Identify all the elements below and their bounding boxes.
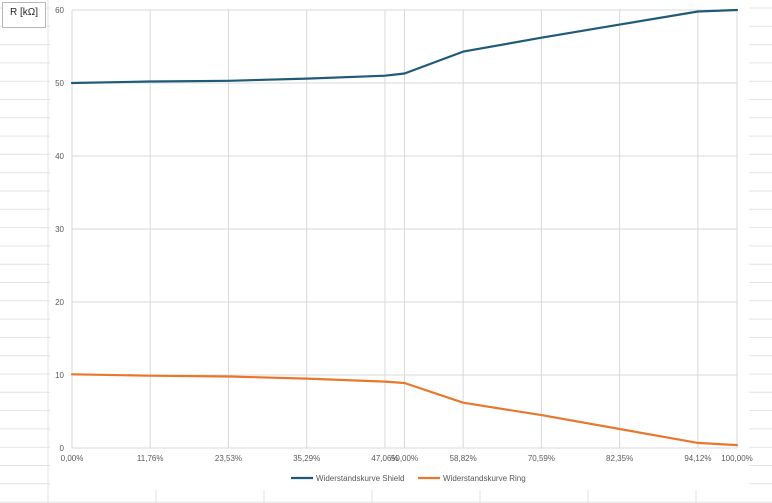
y-tick-label: 0: [60, 444, 65, 453]
unit-label: R [kΩ]: [10, 7, 39, 18]
x-tick-label: 50,00%: [391, 454, 418, 463]
unit-label-cell[interactable]: R [kΩ]: [2, 2, 46, 28]
y-tick-label: 40: [55, 152, 64, 161]
legend-entry[interactable]: Widerstandskurve Shield: [316, 474, 404, 483]
y-tick-label: 50: [55, 79, 64, 88]
y-tick-label: 30: [55, 225, 64, 234]
x-tick-label: 82,35%: [606, 454, 633, 463]
chart-legend[interactable]: Widerstandskurve Shield Widerstandskurve …: [291, 474, 526, 483]
x-tick-label: 47,06%: [371, 454, 398, 463]
series-line-shield[interactable]: [70, 8, 739, 85]
x-tick-label: 94,12%: [684, 454, 711, 463]
y-tick-label: 60: [55, 6, 64, 15]
y-axis-tick-labels: 0 10 20 30 40 50 60: [55, 6, 64, 453]
x-tick-label: 35,29%: [293, 454, 320, 463]
legend-entry[interactable]: Widerstandskurve Ring: [443, 474, 526, 483]
x-axis-tick-labels: 0,00% 11,76% 23,53% 35,29% 47,06%50,00% 58,82…: [61, 454, 753, 463]
x-tick-label: 70,59%: [528, 454, 555, 463]
x-tick-label: 100,00%: [721, 454, 753, 463]
x-tick-label: 23,53%: [215, 454, 242, 463]
x-tick-label: 58,82%: [450, 454, 477, 463]
series-line-ring[interactable]: [70, 373, 739, 447]
y-tick-label: 20: [55, 298, 64, 307]
x-tick-label: 0,00%: [61, 454, 84, 463]
x-tick-label: 11,76%: [137, 454, 164, 463]
chart-series: [70, 8, 739, 447]
y-tick-label: 10: [55, 371, 64, 380]
